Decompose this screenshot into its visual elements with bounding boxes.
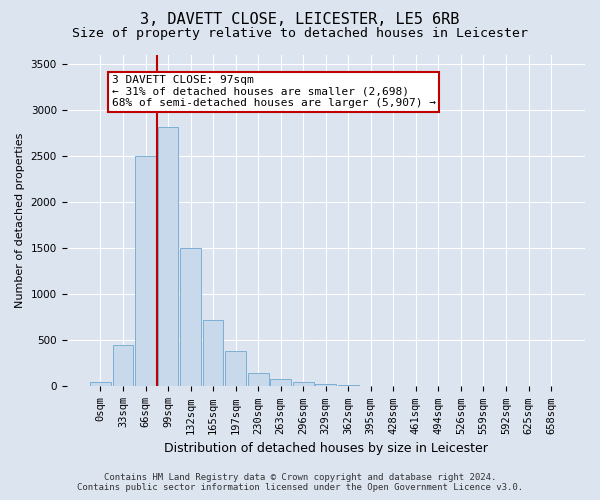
Bar (180, 248, 201, 386)
Bar (248, 372, 269, 386)
Bar (135, 156, 156, 386)
Bar (158, 127, 178, 386)
Bar (293, 382, 314, 386)
X-axis label: Distribution of detached houses by size in Leicester: Distribution of detached houses by size … (164, 442, 488, 455)
Bar (203, 320, 223, 386)
Bar (316, 384, 336, 386)
Bar (271, 379, 291, 386)
Text: Contains HM Land Registry data © Crown copyright and database right 2024.
Contai: Contains HM Land Registry data © Crown c… (77, 473, 523, 492)
Text: Size of property relative to detached houses in Leicester: Size of property relative to detached ho… (72, 28, 528, 40)
Bar (225, 352, 246, 386)
Text: 3 DAVETT CLOSE: 97sqm
← 31% of detached houses are smaller (2,698)
68% of semi-d: 3 DAVETT CLOSE: 97sqm ← 31% of detached … (112, 76, 436, 108)
Bar (90, 382, 111, 386)
Text: 3, DAVETT CLOSE, LEICESTER, LE5 6RB: 3, DAVETT CLOSE, LEICESTER, LE5 6RB (140, 12, 460, 28)
Y-axis label: Number of detached properties: Number of detached properties (15, 133, 25, 308)
Bar (338, 385, 359, 386)
Bar (113, 345, 133, 387)
